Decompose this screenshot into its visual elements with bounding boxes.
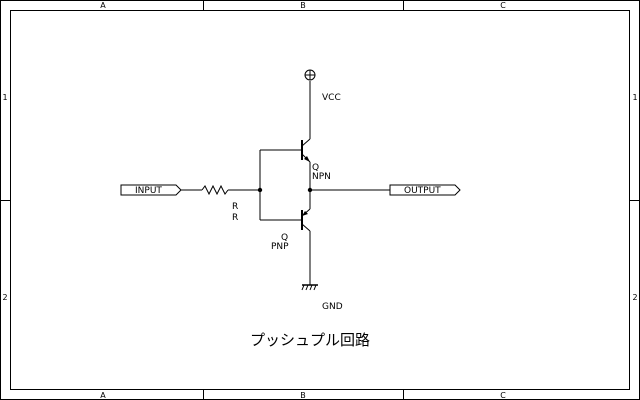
pnp-transistor[interactable] — [301, 208, 311, 232]
input-port-label: INPUT — [135, 186, 162, 196]
zone-label-col-a-top: A — [100, 1, 106, 10]
zone-label-col-c-bottom: C — [500, 391, 506, 400]
gnd-label: GND — [322, 302, 343, 312]
zone-label-row-2-left: 2 — [2, 293, 7, 302]
vcc-power-symbol[interactable] — [304, 69, 316, 81]
pnp-value: PNP — [271, 242, 289, 252]
resistor-value: R — [232, 213, 238, 223]
pnp-ref: Q — [281, 233, 288, 243]
ground-symbol[interactable] — [301, 284, 318, 291]
zone-label-row-1-left: 1 — [2, 93, 7, 102]
zone-label-row-2-right: 2 — [632, 293, 637, 302]
npn-value: NPN — [312, 172, 331, 182]
npn-transistor[interactable] — [301, 138, 311, 163]
output-port-label: OUTPUT — [404, 186, 441, 196]
zone-label-col-b-top: B — [300, 1, 306, 10]
vcc-label: VCC — [322, 93, 341, 103]
zone-label-col-a-bottom: A — [100, 391, 106, 400]
circuit-title: プッシュプル回路 — [250, 331, 370, 349]
resistor-ref: R — [232, 202, 238, 212]
zone-label-col-b-bottom: B — [300, 391, 306, 400]
input-port[interactable]: INPUT — [120, 184, 182, 196]
zone-label-row-1-right: 1 — [632, 93, 637, 102]
zone-label-col-c-top: C — [500, 1, 506, 10]
npn-ref: Q — [312, 163, 319, 173]
resistor-symbol[interactable] — [201, 184, 229, 196]
output-port[interactable]: OUTPUT — [389, 184, 461, 196]
